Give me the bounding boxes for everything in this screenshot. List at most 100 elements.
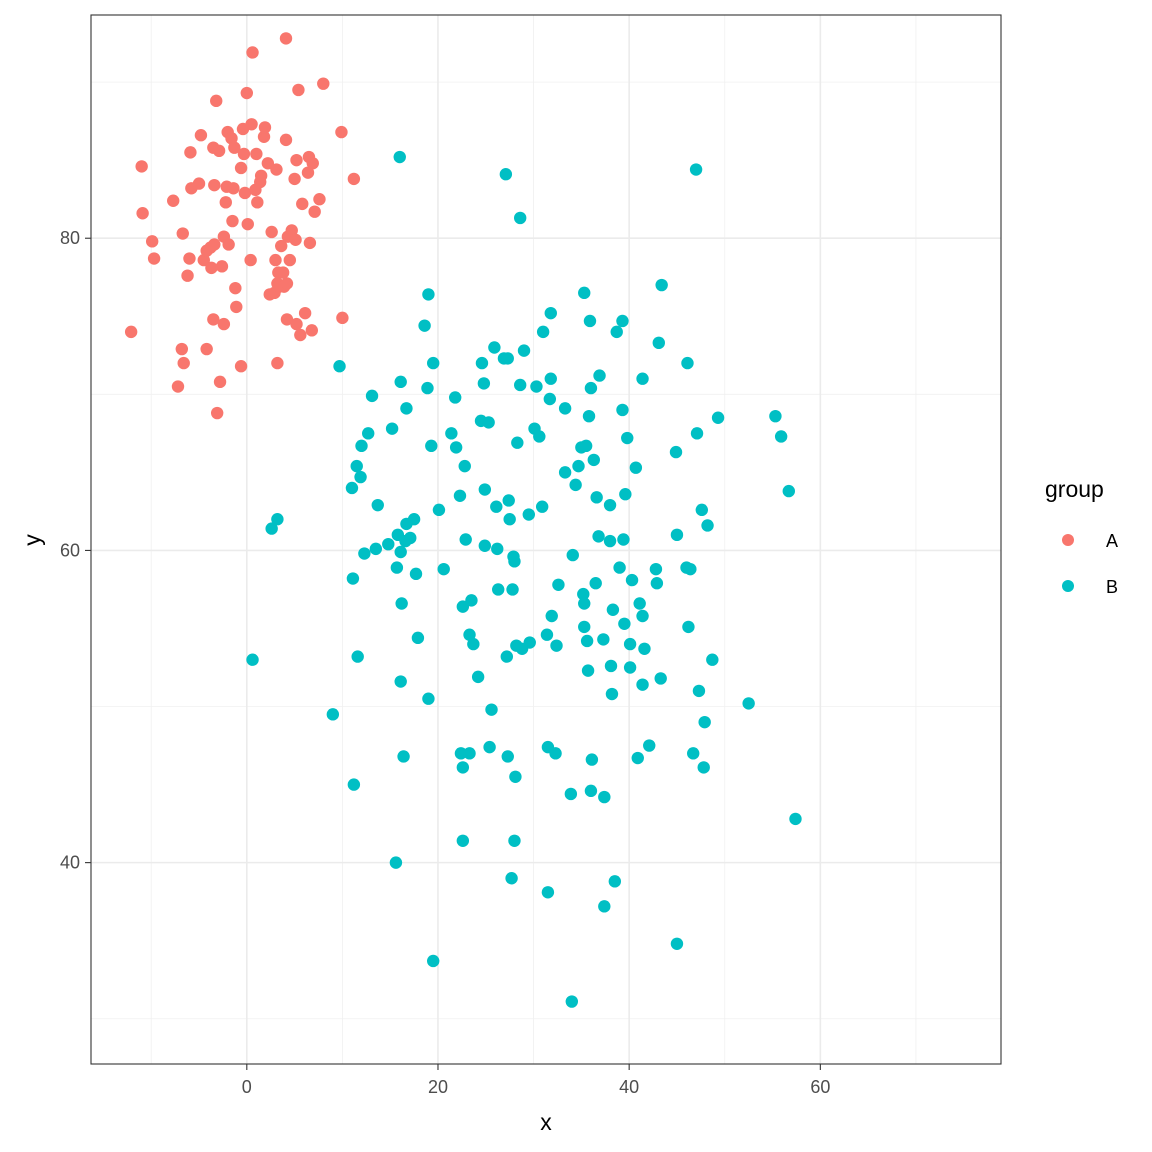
data-point-b bbox=[485, 703, 498, 716]
data-point-b bbox=[350, 459, 363, 473]
data-point-b bbox=[422, 692, 435, 705]
data-point-b bbox=[689, 163, 703, 176]
data-point-b bbox=[467, 637, 480, 651]
data-point-b bbox=[558, 402, 572, 415]
data-point-b bbox=[593, 369, 606, 382]
data-point-b bbox=[400, 402, 413, 415]
data-point-b bbox=[655, 278, 668, 292]
data-point-b bbox=[394, 545, 407, 559]
data-point-a bbox=[305, 324, 319, 337]
data-point-b bbox=[517, 344, 531, 357]
data-point-a bbox=[238, 186, 252, 200]
data-point-a bbox=[234, 161, 248, 175]
data-point-b bbox=[463, 628, 476, 641]
data-point-b bbox=[621, 431, 634, 445]
data-point-b bbox=[500, 650, 514, 663]
data-point-b bbox=[697, 761, 710, 774]
data-point-b bbox=[409, 567, 423, 581]
data-point-a bbox=[222, 238, 235, 251]
data-point-b bbox=[692, 684, 706, 698]
data-point-b bbox=[789, 812, 802, 826]
data-point-b bbox=[362, 427, 375, 440]
data-point-b bbox=[616, 314, 629, 328]
data-point-b bbox=[265, 522, 278, 535]
data-point-a bbox=[197, 253, 210, 267]
data-point-b bbox=[631, 751, 644, 765]
data-point-b bbox=[505, 872, 518, 885]
data-point-a bbox=[303, 236, 317, 250]
data-point-a bbox=[240, 86, 254, 100]
data-point-b bbox=[603, 534, 617, 548]
data-point-b bbox=[488, 341, 501, 354]
data-point-b bbox=[483, 740, 496, 754]
data-point-b bbox=[629, 461, 643, 474]
data-point-b bbox=[684, 562, 697, 576]
data-point-b bbox=[633, 597, 646, 610]
data-point-a bbox=[294, 328, 307, 342]
data-point-b bbox=[511, 436, 524, 449]
x-tick-label: 0 bbox=[242, 1077, 252, 1097]
data-point-b bbox=[492, 583, 505, 596]
data-point-a bbox=[200, 342, 213, 356]
data-point-b bbox=[345, 481, 359, 495]
data-point-a bbox=[335, 125, 348, 139]
data-point-b bbox=[477, 377, 491, 390]
data-point-b bbox=[608, 875, 622, 888]
data-point-b bbox=[465, 594, 478, 607]
data-point-b bbox=[437, 562, 450, 576]
data-point-b bbox=[619, 488, 632, 501]
data-point-b bbox=[774, 430, 788, 443]
data-point-b bbox=[501, 750, 514, 763]
data-point-b bbox=[565, 995, 579, 1008]
data-point-a bbox=[192, 177, 206, 190]
data-point-b bbox=[670, 528, 684, 542]
data-point-a bbox=[147, 252, 161, 265]
data-point-a bbox=[210, 406, 224, 420]
plot-background bbox=[91, 15, 1001, 1064]
data-point-b bbox=[698, 715, 711, 729]
data-point-a bbox=[175, 342, 189, 356]
data-point-a bbox=[234, 360, 248, 373]
data-point-b bbox=[682, 620, 695, 634]
data-point-a bbox=[194, 128, 208, 142]
data-point-b bbox=[522, 508, 535, 521]
data-point-b bbox=[427, 356, 440, 370]
data-point-b bbox=[589, 577, 602, 590]
data-point-a bbox=[292, 83, 305, 97]
data-point-b bbox=[533, 430, 546, 443]
data-point-b bbox=[326, 708, 340, 721]
data-point-b bbox=[566, 548, 579, 562]
data-point-b bbox=[535, 500, 549, 513]
data-point-a bbox=[250, 147, 263, 161]
plot-border bbox=[90, 14, 1002, 1065]
legend-label-a: A bbox=[1106, 531, 1118, 551]
data-point-a bbox=[208, 178, 221, 192]
data-point-b bbox=[503, 513, 516, 526]
data-point-b bbox=[654, 672, 667, 685]
data-point-b bbox=[579, 439, 593, 453]
x-tick-label: 40 bbox=[619, 1077, 639, 1097]
data-point-b bbox=[475, 356, 489, 370]
data-point-a bbox=[269, 253, 282, 267]
legend-key-a bbox=[1062, 534, 1074, 546]
data-point-b bbox=[623, 637, 637, 651]
data-point-b bbox=[397, 750, 410, 763]
data-point-b bbox=[490, 500, 503, 513]
data-point-a bbox=[275, 239, 288, 253]
data-point-b bbox=[597, 633, 610, 646]
data-point-a bbox=[279, 32, 293, 45]
data-point-b bbox=[583, 314, 597, 328]
data-point-b bbox=[385, 422, 399, 435]
data-point-b bbox=[478, 539, 492, 552]
data-point-b bbox=[369, 542, 383, 556]
data-point-b bbox=[541, 886, 555, 899]
data-point-b bbox=[769, 409, 782, 423]
data-point-a bbox=[210, 94, 223, 108]
legend-title: group bbox=[1045, 476, 1104, 502]
data-point-a bbox=[290, 153, 303, 167]
grid-minor bbox=[91, 15, 1001, 1064]
data-point-b bbox=[354, 470, 367, 484]
data-point-a bbox=[230, 300, 243, 314]
data-point-b bbox=[390, 561, 404, 574]
